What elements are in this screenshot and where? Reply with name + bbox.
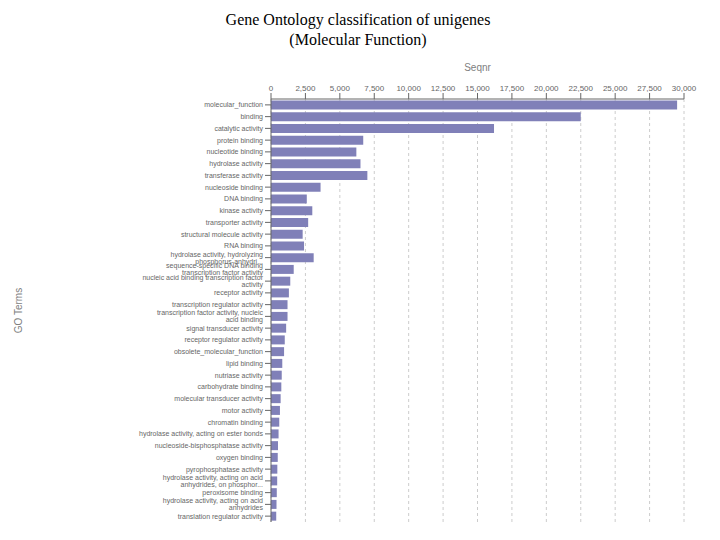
- svg-text:7,500: 7,500: [364, 84, 385, 93]
- svg-text:2,500: 2,500: [295, 84, 316, 93]
- svg-text:pyrophosphatase activity: pyrophosphatase activity: [186, 466, 264, 474]
- svg-text:peroxisome binding: peroxisome binding: [202, 489, 263, 497]
- svg-text:nucleoside-bisphosphatase acti: nucleoside-bisphosphatase activity: [155, 442, 264, 450]
- svg-text:binding: binding: [240, 113, 263, 121]
- svg-text:molecular_function: molecular_function: [204, 101, 263, 109]
- svg-text:hydrolase activity, acting on: hydrolase activity, acting on acidanhydr…: [163, 497, 264, 512]
- svg-text:nutriase activity: nutriase activity: [215, 372, 264, 380]
- svg-text:motor activity: motor activity: [222, 407, 264, 415]
- svg-text:kinase activity: kinase activity: [219, 207, 263, 215]
- svg-text:translation regulator activity: translation regulator activity: [178, 513, 264, 521]
- svg-text:transferase activity: transferase activity: [205, 172, 264, 180]
- svg-text:17,500: 17,500: [500, 84, 525, 93]
- svg-text:obsolete_molecular_function: obsolete_molecular_function: [174, 348, 263, 356]
- svg-text:molecular transducer activity: molecular transducer activity: [174, 395, 263, 403]
- svg-text:25,000: 25,000: [603, 84, 628, 93]
- svg-text:0: 0: [269, 84, 274, 93]
- svg-text:22,500: 22,500: [569, 84, 594, 93]
- svg-text:hydrolase activity, acting on: hydrolase activity, acting on ester bond…: [139, 430, 263, 438]
- svg-text:nucleotide binding: nucleotide binding: [207, 148, 264, 156]
- svg-text:nucleoside binding: nucleoside binding: [205, 184, 263, 192]
- svg-text:signal transducer activity: signal transducer activity: [186, 325, 263, 333]
- svg-text:DNA binding: DNA binding: [224, 195, 263, 203]
- svg-text:receptor regulator activity: receptor regulator activity: [184, 336, 263, 344]
- svg-text:carbohydrate binding: carbohydrate binding: [198, 383, 263, 391]
- svg-text:transcription regulator activi: transcription regulator activity: [172, 301, 264, 309]
- svg-text:5,000: 5,000: [330, 84, 351, 93]
- svg-text:protein binding: protein binding: [217, 137, 263, 145]
- svg-text:catalytic activity: catalytic activity: [214, 125, 263, 133]
- svg-text:RNA binding: RNA binding: [224, 242, 263, 250]
- svg-text:GO Terms: GO Terms: [13, 288, 24, 333]
- svg-text:20,000: 20,000: [534, 84, 559, 93]
- svg-text:30,000: 30,000: [672, 84, 697, 93]
- svg-text:transporter activity: transporter activity: [206, 219, 264, 227]
- svg-text:chromatin binding: chromatin binding: [208, 419, 263, 427]
- svg-text:structural molecule activity: structural molecule activity: [181, 231, 264, 239]
- svg-text:15,000: 15,000: [465, 84, 490, 93]
- svg-text:receptor activity: receptor activity: [214, 289, 264, 297]
- svg-text:transcription factor activity,: transcription factor activity, nucleicac…: [157, 309, 264, 324]
- svg-text:10,000: 10,000: [396, 84, 421, 93]
- svg-text:27,500: 27,500: [637, 84, 662, 93]
- svg-text:Seqnr: Seqnr: [464, 62, 491, 73]
- svg-text:oxygen binding: oxygen binding: [216, 454, 263, 462]
- svg-text:hydrolase activity, acting on: hydrolase activity, acting on acidanhydr…: [163, 474, 263, 489]
- svg-text:lipid binding: lipid binding: [226, 360, 263, 368]
- svg-text:12,500: 12,500: [431, 84, 456, 93]
- svg-text:hydrolase activity: hydrolase activity: [209, 160, 263, 168]
- svg-text:nucleic acid binding transcrip: nucleic acid binding transcription facto…: [142, 274, 263, 289]
